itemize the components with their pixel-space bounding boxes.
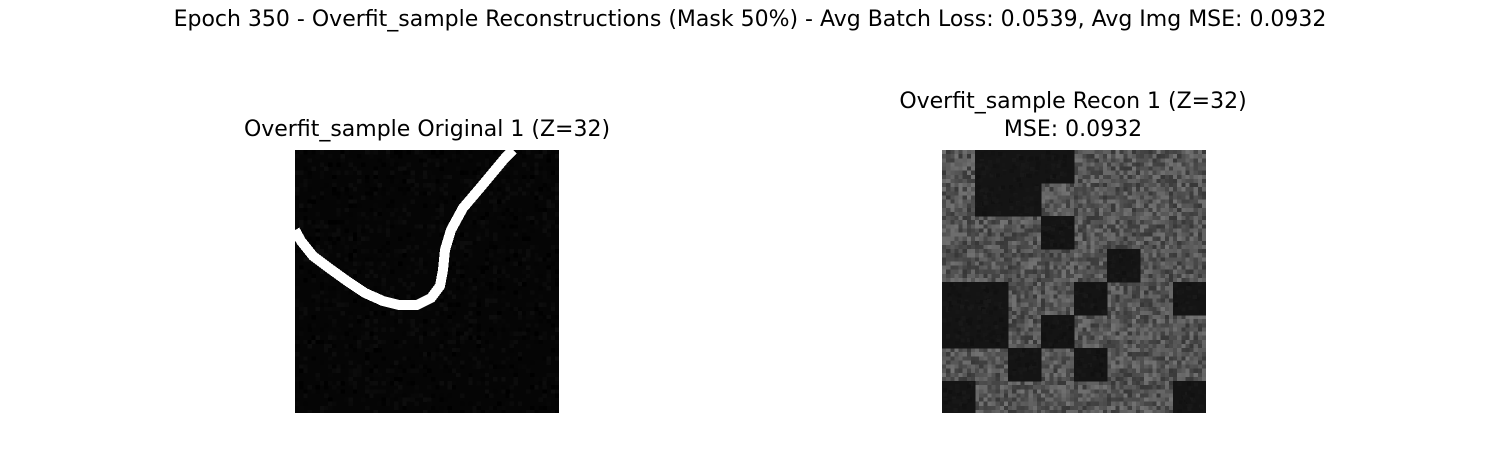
figure-suptitle: Epoch 350 - Overfit_sample Reconstructio… bbox=[173, 7, 1327, 32]
recon-image bbox=[942, 150, 1206, 413]
mask-patch bbox=[942, 282, 976, 316]
mask-patch bbox=[975, 282, 1009, 316]
recon-image-title-block: Overfit_sample Recon 1 (Z=32) MSE: 0.093… bbox=[873, 88, 1273, 144]
original-image-title: Overfit_sample Original 1 (Z=32) bbox=[243, 117, 611, 142]
mask-patch bbox=[1008, 150, 1042, 184]
mask-patch bbox=[1008, 183, 1042, 217]
mask-patch bbox=[1041, 315, 1075, 349]
mask-patch bbox=[1074, 282, 1108, 316]
mask-patch bbox=[1173, 282, 1206, 316]
original-image-noise bbox=[295, 150, 559, 413]
mask-patch bbox=[1008, 348, 1042, 382]
recon-mask-patches bbox=[942, 150, 1206, 413]
mask-patch bbox=[942, 315, 976, 349]
mask-patch bbox=[1173, 381, 1206, 413]
mask-patch bbox=[975, 150, 1009, 184]
mask-patch bbox=[975, 183, 1009, 217]
original-stroke bbox=[295, 150, 517, 310]
recon-image-title: Overfit_sample Recon 1 (Z=32) bbox=[899, 89, 1247, 114]
mask-patch bbox=[1041, 150, 1075, 184]
original-image bbox=[295, 150, 559, 413]
mask-patch bbox=[975, 315, 1009, 349]
recon-mse-label: MSE: 0.0932 bbox=[1003, 117, 1143, 142]
mask-patch bbox=[1107, 249, 1141, 283]
mask-patch bbox=[1074, 348, 1108, 382]
mask-patch bbox=[942, 381, 976, 413]
mask-patch bbox=[1041, 216, 1075, 250]
